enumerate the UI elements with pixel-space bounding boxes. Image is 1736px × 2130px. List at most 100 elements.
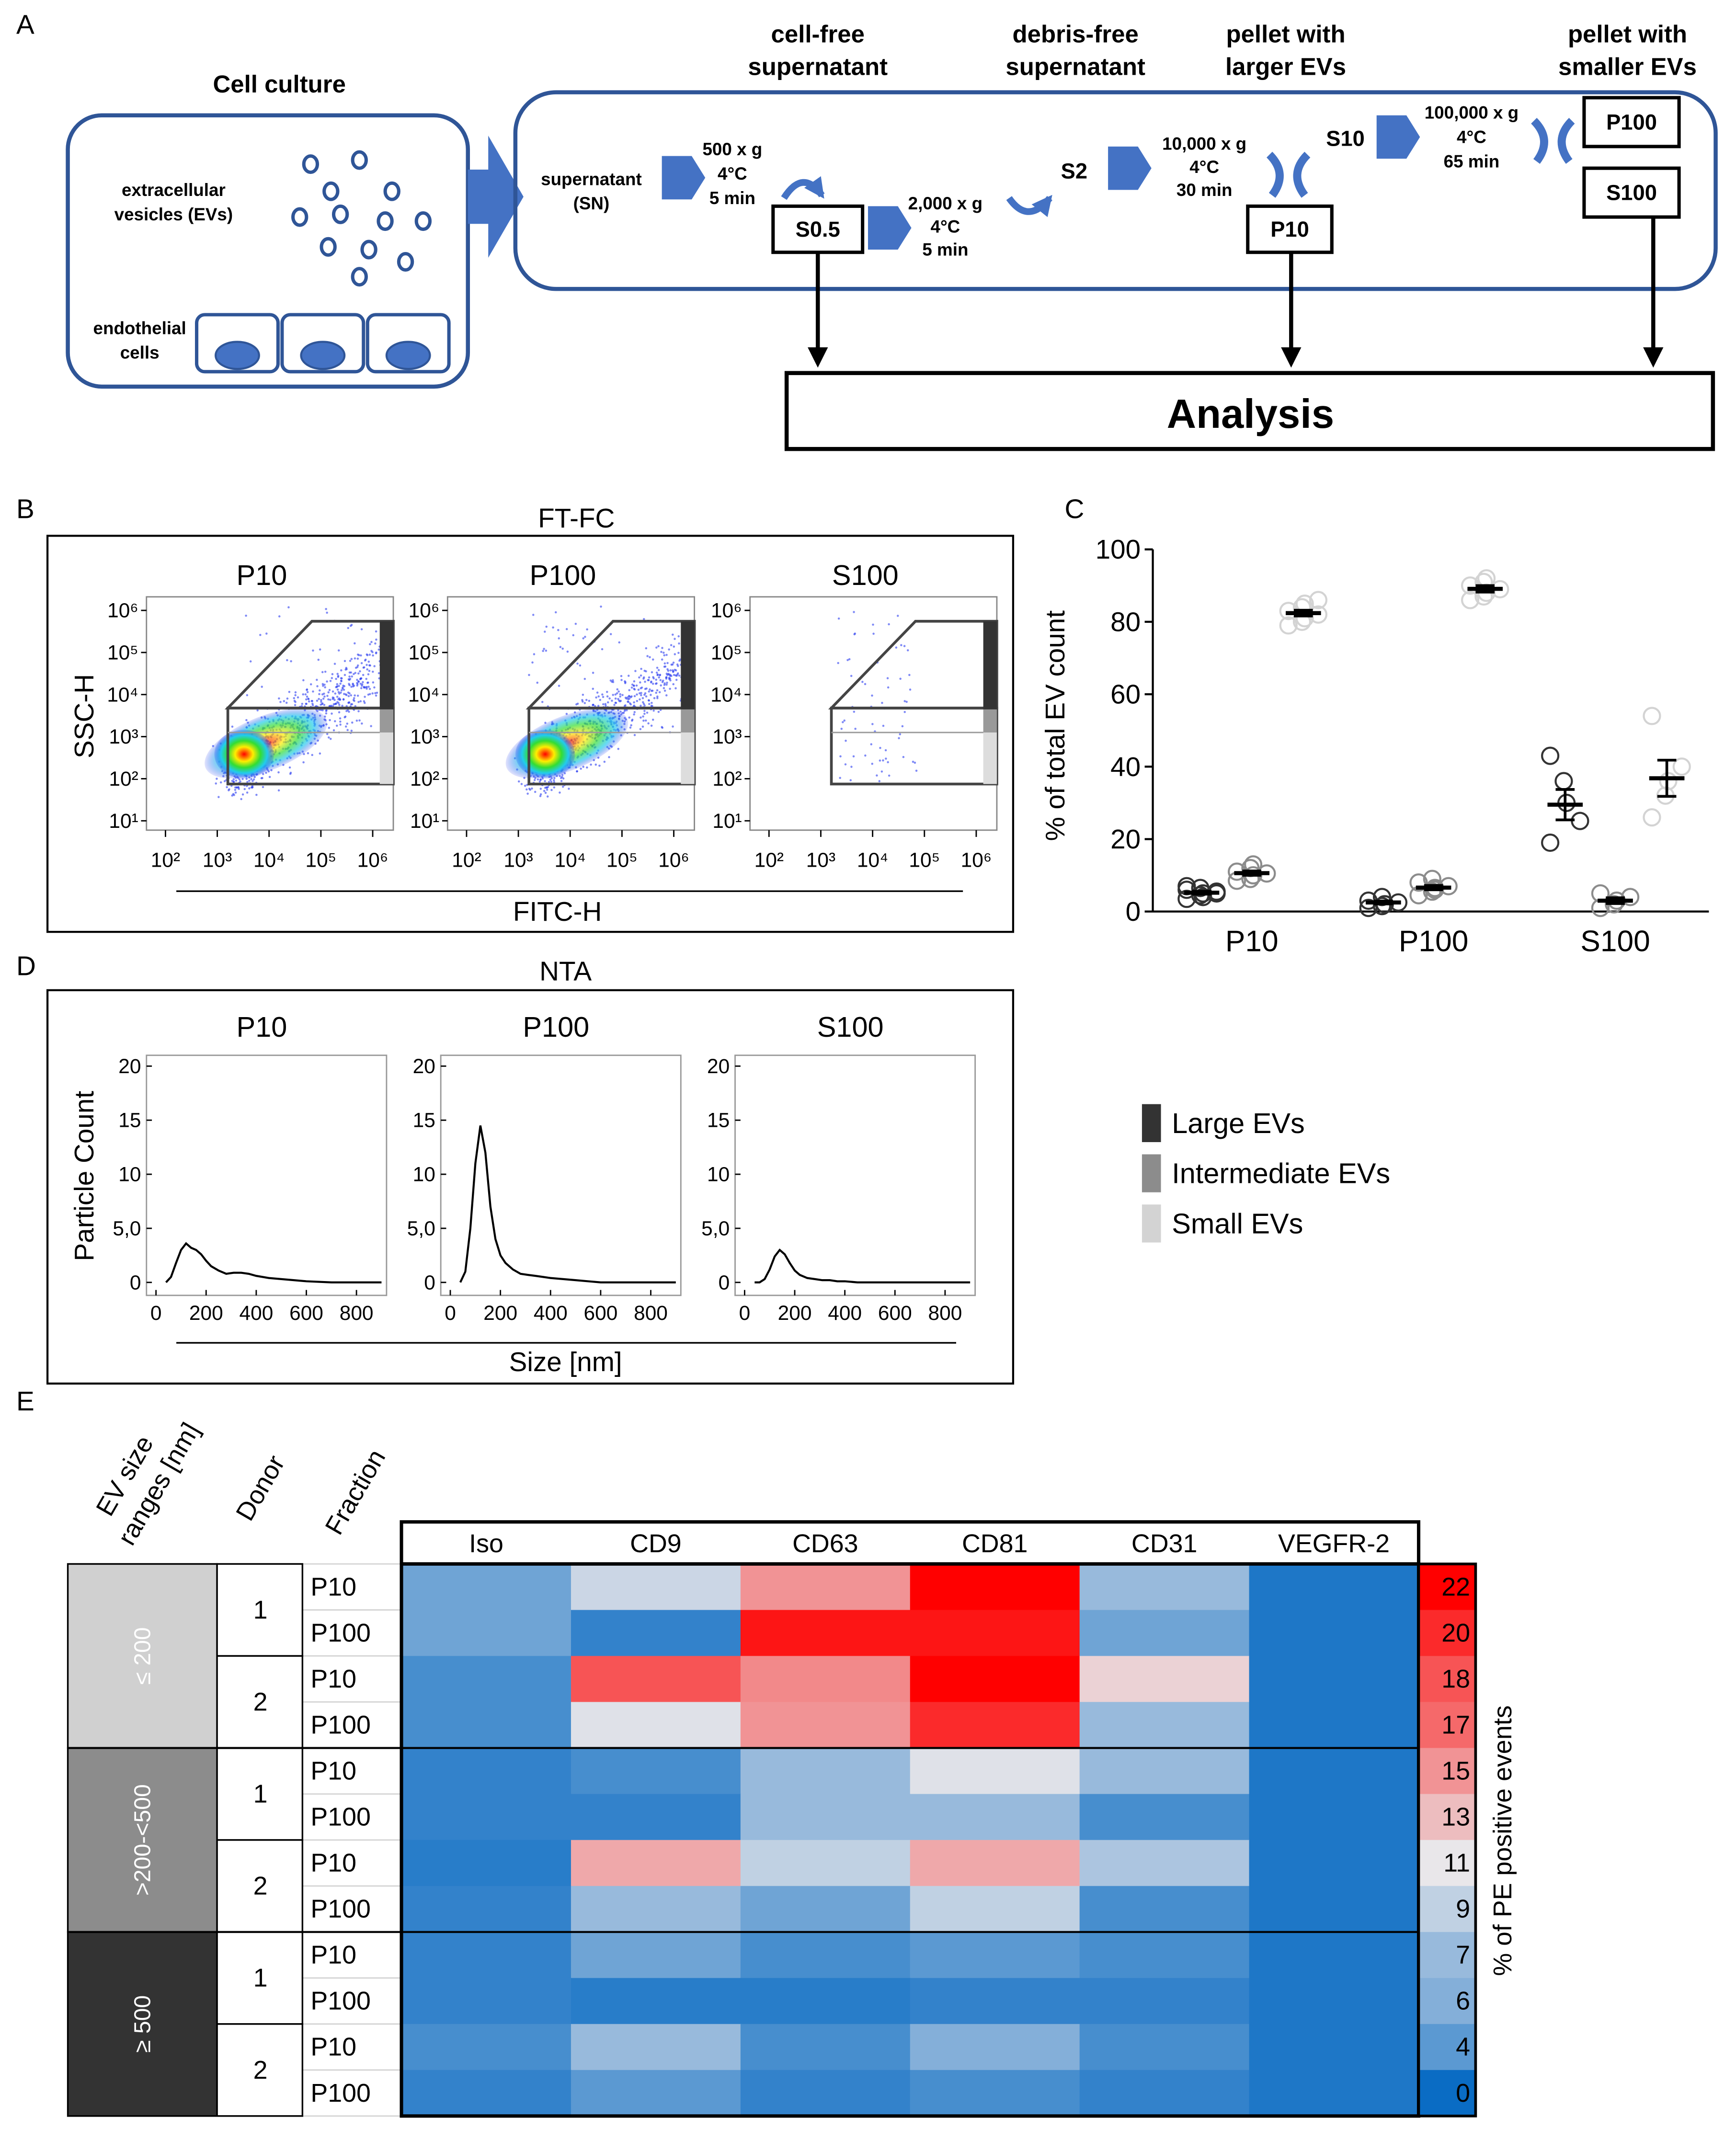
heat-cell bbox=[910, 1656, 1081, 1703]
event-dot bbox=[331, 698, 334, 700]
colorbar-cell bbox=[1418, 1840, 1476, 1887]
event-dot bbox=[592, 672, 594, 674]
heat-cell bbox=[571, 2024, 742, 2071]
event-dot bbox=[234, 791, 237, 794]
event-dot bbox=[544, 630, 546, 633]
event-dot bbox=[532, 614, 535, 616]
event-dot bbox=[579, 664, 582, 667]
event-dot bbox=[350, 671, 352, 674]
event-dot bbox=[643, 712, 646, 715]
column-label: CD31 bbox=[1131, 1529, 1198, 1558]
event-dot bbox=[324, 686, 326, 688]
event-dot bbox=[327, 691, 330, 694]
plot-box bbox=[749, 596, 998, 831]
event-dot bbox=[316, 699, 319, 702]
event-dot bbox=[343, 693, 345, 695]
fraction-label: P10 bbox=[310, 1757, 356, 1786]
event-dot bbox=[886, 677, 889, 679]
x-tick-label: 10³ bbox=[203, 849, 232, 871]
event-dot bbox=[676, 663, 679, 666]
event-dot bbox=[909, 688, 912, 691]
x-tick-label: 0 bbox=[739, 1302, 751, 1324]
event-dot bbox=[550, 789, 553, 791]
event-dot bbox=[616, 688, 619, 691]
colorbar-tick-label: 6 bbox=[1456, 1987, 1470, 2015]
event-dot bbox=[344, 715, 347, 718]
heat-cell bbox=[1249, 2024, 1419, 2071]
event-dot bbox=[845, 739, 847, 742]
event-dot bbox=[583, 702, 586, 704]
event-dot bbox=[343, 674, 346, 676]
label: Cell culture bbox=[213, 70, 345, 98]
event-dot bbox=[364, 696, 366, 698]
panel-label: C bbox=[1065, 493, 1085, 524]
heat-cell bbox=[910, 1748, 1081, 1795]
y-tick-label: 40 bbox=[1110, 752, 1141, 782]
event-dot bbox=[628, 698, 630, 700]
event-dot bbox=[372, 681, 375, 684]
step-arrow bbox=[662, 156, 706, 200]
event-dot bbox=[354, 694, 356, 697]
label: 2,000 x g bbox=[908, 194, 982, 213]
event-dot bbox=[250, 778, 252, 780]
heat-cell bbox=[910, 1702, 1081, 1749]
x-tick-label: 400 bbox=[828, 1302, 862, 1324]
event-dot bbox=[572, 634, 575, 637]
heat-cell bbox=[1079, 1702, 1250, 1749]
heat-cell bbox=[1249, 1840, 1419, 1887]
event-dot bbox=[517, 780, 520, 783]
event-dot bbox=[668, 648, 670, 651]
event-dot bbox=[318, 693, 320, 696]
panel-frame bbox=[46, 989, 1015, 1385]
label: supernatant bbox=[541, 169, 642, 189]
event-dot bbox=[365, 687, 368, 690]
event-dot bbox=[887, 686, 890, 689]
event-dot bbox=[617, 690, 620, 693]
event-dot bbox=[649, 688, 651, 691]
heat-cell bbox=[401, 1748, 572, 1795]
event-dot bbox=[351, 675, 353, 678]
fraction-label: P10 bbox=[310, 2033, 356, 2061]
event-dot bbox=[617, 747, 620, 750]
event-dot bbox=[575, 703, 578, 706]
event-dot bbox=[356, 678, 358, 681]
split-icon bbox=[1557, 118, 1575, 164]
gate-bar bbox=[379, 621, 394, 710]
event-dot bbox=[358, 719, 361, 721]
label: 5 min bbox=[709, 188, 755, 208]
event-dot bbox=[544, 791, 547, 794]
event-dot bbox=[662, 679, 664, 682]
event-dot bbox=[639, 728, 642, 731]
heat-cell bbox=[740, 2070, 911, 2117]
event-dot bbox=[597, 705, 600, 707]
event-dot bbox=[325, 608, 327, 610]
heat-cell bbox=[571, 1932, 742, 1979]
data-point bbox=[1191, 879, 1210, 897]
event-dot bbox=[651, 658, 654, 661]
event-dot bbox=[243, 788, 246, 790]
density-core bbox=[515, 730, 575, 779]
y-tick-label: 15 bbox=[413, 1109, 435, 1132]
event-dot bbox=[331, 677, 333, 679]
y-tick-label: 10¹ bbox=[712, 810, 742, 832]
event-dot bbox=[645, 695, 648, 698]
y-tick-label: 20 bbox=[707, 1055, 730, 1077]
event-dot bbox=[317, 658, 320, 661]
event-dot bbox=[606, 701, 609, 704]
legend-label: Small EVs bbox=[1172, 1207, 1303, 1239]
event-dot bbox=[846, 659, 849, 661]
fraction-cell bbox=[302, 1609, 402, 1657]
event-dot bbox=[343, 660, 346, 662]
donor-cell bbox=[216, 1839, 304, 1933]
event-dot bbox=[328, 727, 331, 729]
heat-cell bbox=[571, 1564, 742, 1611]
event-dot bbox=[321, 671, 324, 674]
event-dot bbox=[342, 698, 345, 701]
event-dot bbox=[657, 669, 660, 671]
event-dot bbox=[656, 695, 659, 698]
event-dot bbox=[312, 690, 314, 693]
size-range-label: ≤ 200 bbox=[129, 1627, 155, 1684]
event-dot bbox=[677, 652, 680, 654]
event-dot bbox=[344, 725, 347, 728]
event-dot bbox=[360, 687, 363, 689]
